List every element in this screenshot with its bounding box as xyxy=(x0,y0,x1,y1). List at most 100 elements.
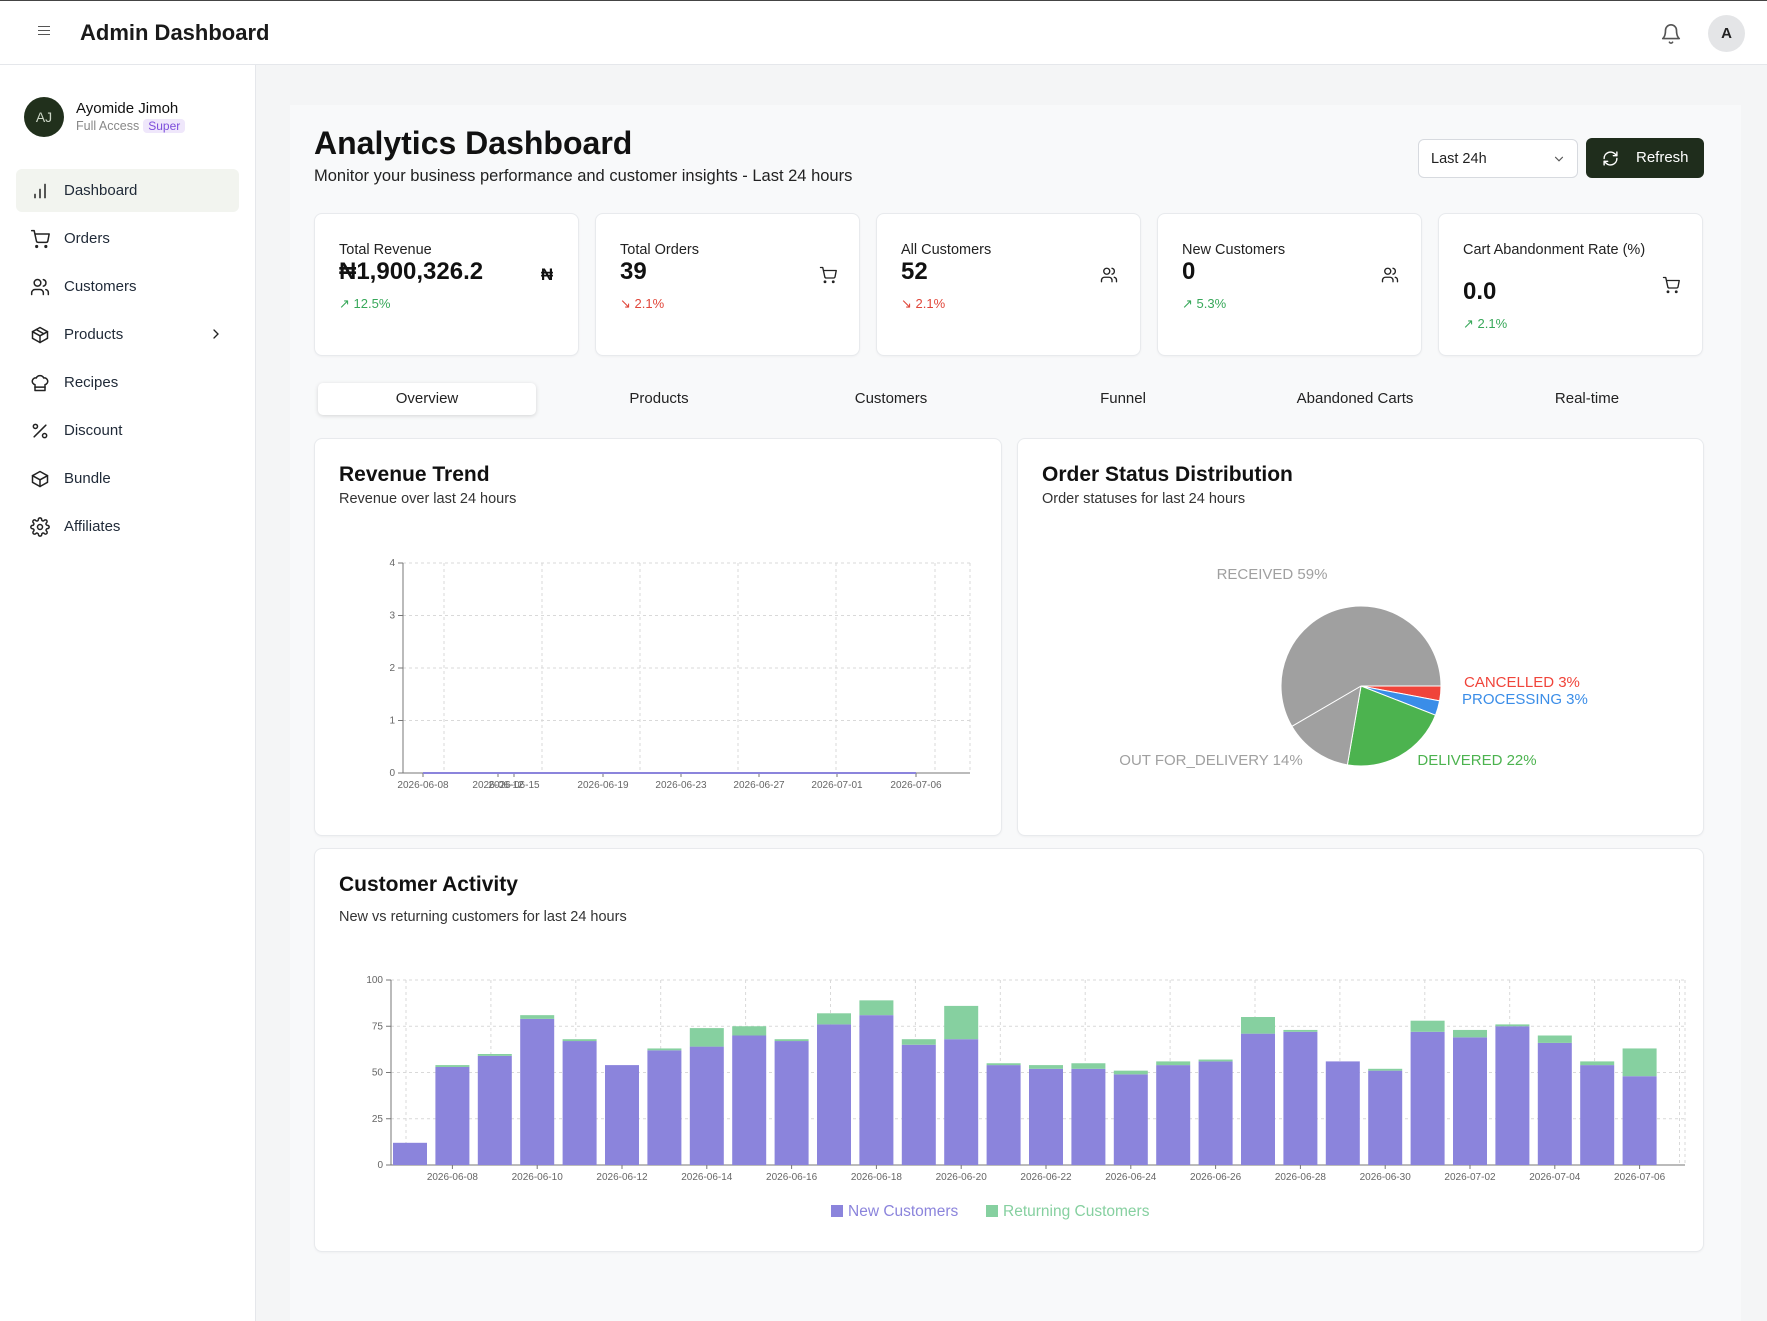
bar-returning-customers[interactable] xyxy=(1071,1063,1106,1069)
bar-returning-customers[interactable] xyxy=(1622,1048,1657,1077)
bar-new-customers[interactable] xyxy=(520,1018,555,1165)
access-label: Full Access xyxy=(76,119,140,133)
x-tick-label: 2026-06-23 xyxy=(655,780,707,791)
bar-returning-customers[interactable] xyxy=(944,1005,979,1040)
bar-returning-customers[interactable] xyxy=(435,1065,470,1067)
bar-new-customers[interactable] xyxy=(817,1024,851,1165)
stat-change-value: 2.1% xyxy=(1477,316,1508,331)
bar-new-customers[interactable] xyxy=(647,1050,682,1165)
tab-customers[interactable]: Customers xyxy=(854,390,928,407)
bar-returning-customers[interactable] xyxy=(647,1048,682,1051)
sidebar-item-customers[interactable]: Customers xyxy=(16,265,239,308)
bar-returning-customers[interactable] xyxy=(817,1013,851,1025)
bar-returning-customers[interactable] xyxy=(477,1054,512,1056)
bar-returning-customers[interactable] xyxy=(1283,1029,1318,1032)
bar-new-customers[interactable] xyxy=(1325,1061,1360,1165)
bar-new-customers[interactable] xyxy=(1241,1033,1275,1165)
pie-slice-out-for-delivery[interactable] xyxy=(1291,685,1362,766)
bar-new-customers[interactable] xyxy=(605,1065,639,1165)
bar-new-customers[interactable] xyxy=(859,1015,894,1165)
sidebar-item-discount[interactable]: Discount xyxy=(16,409,239,452)
bar-returning-customers[interactable] xyxy=(1368,1068,1403,1071)
time-range-select[interactable]: Last 24h xyxy=(1418,139,1578,178)
chevron-right-icon[interactable] xyxy=(208,326,224,342)
sidebar-item-products[interactable]: Products xyxy=(16,313,239,356)
bar-returning-customers[interactable] xyxy=(859,1000,894,1016)
bar-returning-customers[interactable] xyxy=(1580,1061,1615,1066)
bar-new-customers[interactable] xyxy=(689,1046,724,1165)
pie-slice-delivered[interactable] xyxy=(1346,685,1437,767)
bar-new-customers[interactable] xyxy=(1071,1068,1106,1165)
refresh-button[interactable]: Refresh xyxy=(1586,138,1704,178)
top-bar: Admin Dashboard A xyxy=(0,0,1767,65)
x-tick-label: 2026-06-28 xyxy=(1275,1172,1327,1183)
bar-new-customers[interactable] xyxy=(562,1041,597,1165)
bar-returning-customers[interactable] xyxy=(1156,1061,1191,1066)
bar-new-customers[interactable] xyxy=(1453,1037,1487,1165)
bar-new-customers[interactable] xyxy=(435,1066,470,1165)
bar-returning-customers[interactable] xyxy=(1453,1029,1487,1038)
bar-returning-customers[interactable] xyxy=(1410,1020,1445,1032)
stat-change-value: 2.1% xyxy=(915,296,946,311)
bar-returning-customers[interactable] xyxy=(774,1039,809,1042)
sidebar-item-recipes[interactable]: Recipes xyxy=(16,361,239,404)
tab-products[interactable]: Products xyxy=(629,390,689,407)
bar-new-customers[interactable] xyxy=(1113,1074,1148,1165)
bar-new-customers[interactable] xyxy=(1198,1061,1233,1165)
bar-new-customers[interactable] xyxy=(732,1035,767,1166)
bar-returning-customers[interactable] xyxy=(1113,1070,1148,1075)
bar-new-customers[interactable] xyxy=(1495,1026,1530,1165)
panel-title: Customer Activity xyxy=(339,873,518,896)
tab-real-time[interactable]: Real-time xyxy=(1554,390,1620,407)
pie-slice-received[interactable] xyxy=(1280,605,1442,728)
account-avatar[interactable]: A xyxy=(1708,15,1745,52)
stat-change-value: 2.1% xyxy=(634,296,665,311)
bar-new-customers[interactable] xyxy=(1580,1065,1615,1165)
cart-icon xyxy=(30,229,50,249)
stat-label: Total Revenue xyxy=(339,242,432,258)
bar-new-customers[interactable] xyxy=(1537,1042,1572,1165)
bar-returning-customers[interactable] xyxy=(1495,1024,1530,1027)
tab-overview[interactable]: Overview xyxy=(318,383,536,415)
bar-new-customers[interactable] xyxy=(1410,1031,1445,1165)
bar-returning-customers[interactable] xyxy=(562,1039,597,1042)
tab-abandoned-carts[interactable]: Abandoned Carts xyxy=(1296,390,1414,407)
bar-new-customers[interactable] xyxy=(1029,1068,1063,1165)
bar-returning-customers[interactable] xyxy=(1537,1035,1572,1043)
bar-new-customers[interactable] xyxy=(901,1044,936,1165)
bar-new-customers[interactable] xyxy=(1622,1076,1657,1165)
bar-returning-customers[interactable] xyxy=(1241,1017,1275,1034)
sidebar-item-dashboard[interactable]: Dashboard xyxy=(16,169,239,212)
bar-returning-customers[interactable] xyxy=(1198,1059,1233,1062)
cart-icon xyxy=(1662,276,1680,294)
sidebar-item-label: Orders xyxy=(64,230,110,247)
x-tick-label: 2026-06-15 xyxy=(488,780,540,791)
menu-icon[interactable] xyxy=(34,23,54,43)
sidebar-item-bundle[interactable]: Bundle xyxy=(16,457,239,500)
bar-returning-customers[interactable] xyxy=(520,1015,555,1019)
bar-returning-customers[interactable] xyxy=(1029,1065,1063,1069)
sidebar-item-orders[interactable]: Orders xyxy=(16,217,239,260)
bell-icon[interactable] xyxy=(1660,23,1682,45)
bar-new-customers[interactable] xyxy=(1368,1070,1403,1165)
bar-returning-customers[interactable] xyxy=(689,1028,724,1047)
bar-new-customers[interactable] xyxy=(477,1055,512,1165)
sidebar-item-label: Discount xyxy=(64,422,123,439)
panel-title: Revenue Trend xyxy=(339,463,490,486)
tab-funnel[interactable]: Funnel xyxy=(1100,390,1146,407)
bar-new-customers[interactable] xyxy=(393,1142,427,1165)
bar-returning-customers[interactable] xyxy=(732,1026,767,1036)
sidebar-item-affiliates[interactable]: Affiliates xyxy=(16,505,239,548)
package-icon xyxy=(31,470,49,488)
bar-new-customers[interactable] xyxy=(1283,1031,1318,1165)
bar-returning-customers[interactable] xyxy=(901,1039,936,1045)
bar-new-customers[interactable] xyxy=(1156,1065,1191,1165)
bar-new-customers[interactable] xyxy=(774,1041,809,1165)
x-tick-label: 2026-07-06 xyxy=(1614,1172,1666,1183)
users-icon xyxy=(1100,267,1118,283)
bar-new-customers[interactable] xyxy=(944,1039,979,1165)
x-tick-label: 2026-06-24 xyxy=(1105,1172,1157,1183)
bar-new-customers[interactable] xyxy=(986,1065,1021,1165)
bar-returning-customers[interactable] xyxy=(986,1063,1021,1066)
